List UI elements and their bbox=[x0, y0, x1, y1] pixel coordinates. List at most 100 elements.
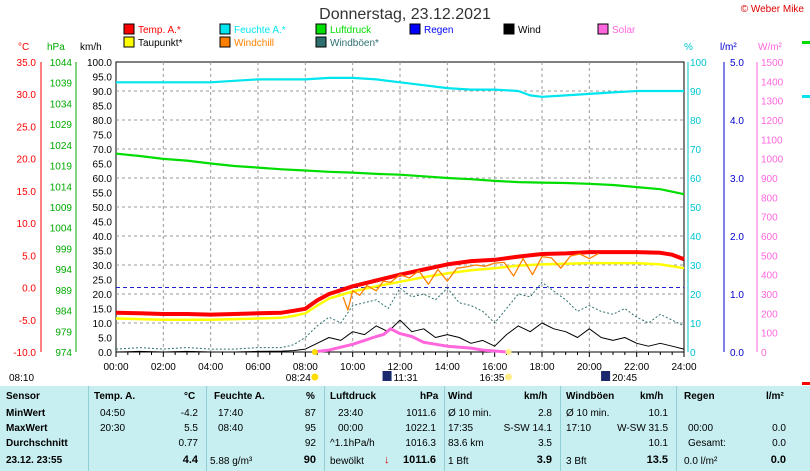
humidity-axis-tick: 60 bbox=[690, 174, 702, 185]
legend-label: Windchill bbox=[234, 38, 274, 49]
stats-value: 10.1 bbox=[648, 438, 668, 449]
wind-axis-tick: 50.0 bbox=[93, 203, 113, 214]
x-tick-label: 18:00 bbox=[529, 362, 554, 373]
temp-axis-tick: 30.0 bbox=[17, 90, 37, 101]
sunset-time: 16:35 bbox=[479, 373, 504, 384]
legend-swatch bbox=[315, 36, 327, 48]
moonset-icon bbox=[382, 371, 392, 381]
humidity-axis-tick: 30 bbox=[690, 261, 702, 272]
legend-swatch bbox=[123, 36, 135, 48]
stats-wind-max: S-SW 14.1 bbox=[503, 423, 552, 434]
wind-axis-tick: 95.0 bbox=[93, 73, 113, 84]
stats-value: 1011.6 bbox=[406, 408, 436, 419]
series-line-taupunkt bbox=[115, 261, 685, 322]
wind-axis-tick: 80.0 bbox=[93, 116, 113, 127]
weather-chart: 00:00 02:00 04:00 06:00 08:00 10:00 12:00 14:00… bbox=[9, 23, 810, 385]
legend-label: Luftdruck bbox=[330, 25, 372, 36]
rain-axis-tick: 3.0 bbox=[730, 174, 744, 185]
stats-row-label: MaxWert bbox=[6, 423, 48, 434]
stats-time: 04:50 bbox=[100, 408, 126, 419]
series-line-windb-en bbox=[115, 281, 685, 350]
x-tick-label: 10:00 bbox=[340, 362, 365, 373]
humidity-axis-tick: 50 bbox=[690, 203, 702, 214]
pressure-axis-tick: 1039 bbox=[50, 79, 73, 90]
down-arrow-icon: ↓ bbox=[384, 454, 390, 466]
series-line-luftdruck bbox=[115, 152, 685, 196]
stats-col-rain: Regen l/m² 00:00 0.0 Gesamt: 0.0 0.0 l/m… bbox=[676, 386, 796, 471]
stats-current-value: 4.4 bbox=[182, 454, 198, 466]
stats-col-humidity: Feuchte A. % 17:40 87 08:40 95 92 5.88 g… bbox=[206, 386, 325, 471]
legend-swatch bbox=[219, 36, 231, 48]
stats-time: 08:40 bbox=[218, 423, 244, 434]
legend-label: Temp. A.* bbox=[138, 25, 181, 36]
solar-axis-tick: 0 bbox=[761, 348, 767, 359]
wind-axis-tick: 0.0 bbox=[98, 348, 112, 359]
temp-axis-tick: 0.0 bbox=[22, 284, 36, 295]
legend-label: Windböen* bbox=[330, 38, 379, 49]
solar-axis-tick: 600 bbox=[761, 232, 778, 243]
solar-axis-tick: 200 bbox=[761, 309, 778, 320]
stats-value: 95 bbox=[304, 423, 316, 434]
stats-time: 00:00 bbox=[688, 423, 714, 434]
stats-time: 23:40 bbox=[338, 408, 364, 419]
stats-unit-wind: km/h bbox=[524, 391, 548, 402]
x-tick-label: 16:00 bbox=[482, 362, 507, 373]
solar-axis-tick: 400 bbox=[761, 271, 778, 282]
stats-value: 2.8 bbox=[538, 408, 552, 419]
x-tick-label: 24:00 bbox=[671, 362, 696, 373]
pressure-axis-tick: 1014 bbox=[50, 182, 73, 193]
wind-axis-tick: 90.0 bbox=[93, 87, 113, 98]
legend-label: Regen bbox=[424, 25, 453, 36]
stats-col-gusts: Windböen km/h Ø 10 min. 10.1 17:10 W-SW … bbox=[560, 386, 677, 471]
rain-axis-tick: 5.0 bbox=[730, 58, 744, 69]
stats-value: 3.5 bbox=[538, 438, 552, 449]
stats-value: 0.77 bbox=[178, 438, 198, 449]
stats-abs-humidity: 5.88 g/m³ bbox=[210, 456, 253, 467]
stats-value: -4.2 bbox=[180, 408, 198, 419]
pressure-axis-tick: 1024 bbox=[50, 141, 73, 152]
stats-col-pressure: Luftdruck hPa 23:40 1011.6 00:00 1022.1 … bbox=[324, 386, 445, 471]
solar-axis-tick: 1000 bbox=[761, 155, 784, 166]
stats-current-value: 90 bbox=[303, 454, 316, 466]
stats-gust-label: Ø 10 min. bbox=[566, 408, 610, 419]
edge-indicator bbox=[802, 41, 810, 44]
rain-axis-tick: 4.0 bbox=[730, 116, 744, 127]
stats-unit-rain: l/m² bbox=[766, 391, 784, 402]
sunrise-marker bbox=[311, 349, 318, 355]
stats-unit-gusts: km/h bbox=[640, 391, 664, 402]
stats-time: 17:10 bbox=[566, 423, 592, 434]
moonrise-time: 20:45 bbox=[612, 373, 637, 384]
chart-title: Donnerstag, 23.12.2021 bbox=[319, 6, 491, 23]
solar-axis-tick: 1400 bbox=[761, 77, 784, 88]
pressure-axis-tick: 1029 bbox=[50, 120, 73, 131]
rain-axis-tick: 2.0 bbox=[730, 232, 744, 243]
stats-current-value: 0.0 bbox=[770, 454, 786, 466]
stats-unit-humidity: % bbox=[306, 391, 315, 402]
stats-row-label: MinWert bbox=[6, 408, 46, 419]
wind-axis-tick: 70.0 bbox=[93, 145, 113, 156]
solar-axis-tick: 100 bbox=[761, 329, 778, 340]
stats-rain-today: 0.0 l/m² bbox=[684, 456, 718, 467]
stats-value: 1016.3 bbox=[405, 438, 436, 449]
wind-axis-tick: 85.0 bbox=[93, 102, 113, 113]
stats-current-value: 13.5 bbox=[646, 454, 668, 466]
humidity-axis-tick: 10 bbox=[690, 319, 702, 330]
legend-label: Feuchte A.* bbox=[234, 25, 286, 36]
solar-unit-label: W/m² bbox=[758, 42, 783, 53]
humidity-unit-label: % bbox=[684, 42, 693, 53]
stats-value: 87 bbox=[304, 408, 316, 419]
rain-unit-label: l/m² bbox=[720, 42, 737, 53]
x-tick-label: 22:00 bbox=[624, 362, 649, 373]
wind-axis-tick: 55.0 bbox=[93, 189, 113, 200]
series-line-windchill bbox=[342, 252, 600, 311]
legend-label: Wind bbox=[518, 25, 541, 36]
stats-value: 10.1 bbox=[648, 408, 668, 419]
solar-axis-tick: 700 bbox=[761, 213, 778, 224]
solar-axis-tick: 1200 bbox=[761, 116, 784, 127]
x-tick-label: 04:00 bbox=[198, 362, 223, 373]
humidity-axis-tick: 100 bbox=[690, 58, 707, 69]
stats-value: 0.0 bbox=[772, 423, 786, 434]
temp-axis-tick: 15.0 bbox=[17, 187, 37, 198]
stats-value: 1022.1 bbox=[405, 423, 436, 434]
pressure-axis-tick: 1009 bbox=[50, 203, 73, 214]
